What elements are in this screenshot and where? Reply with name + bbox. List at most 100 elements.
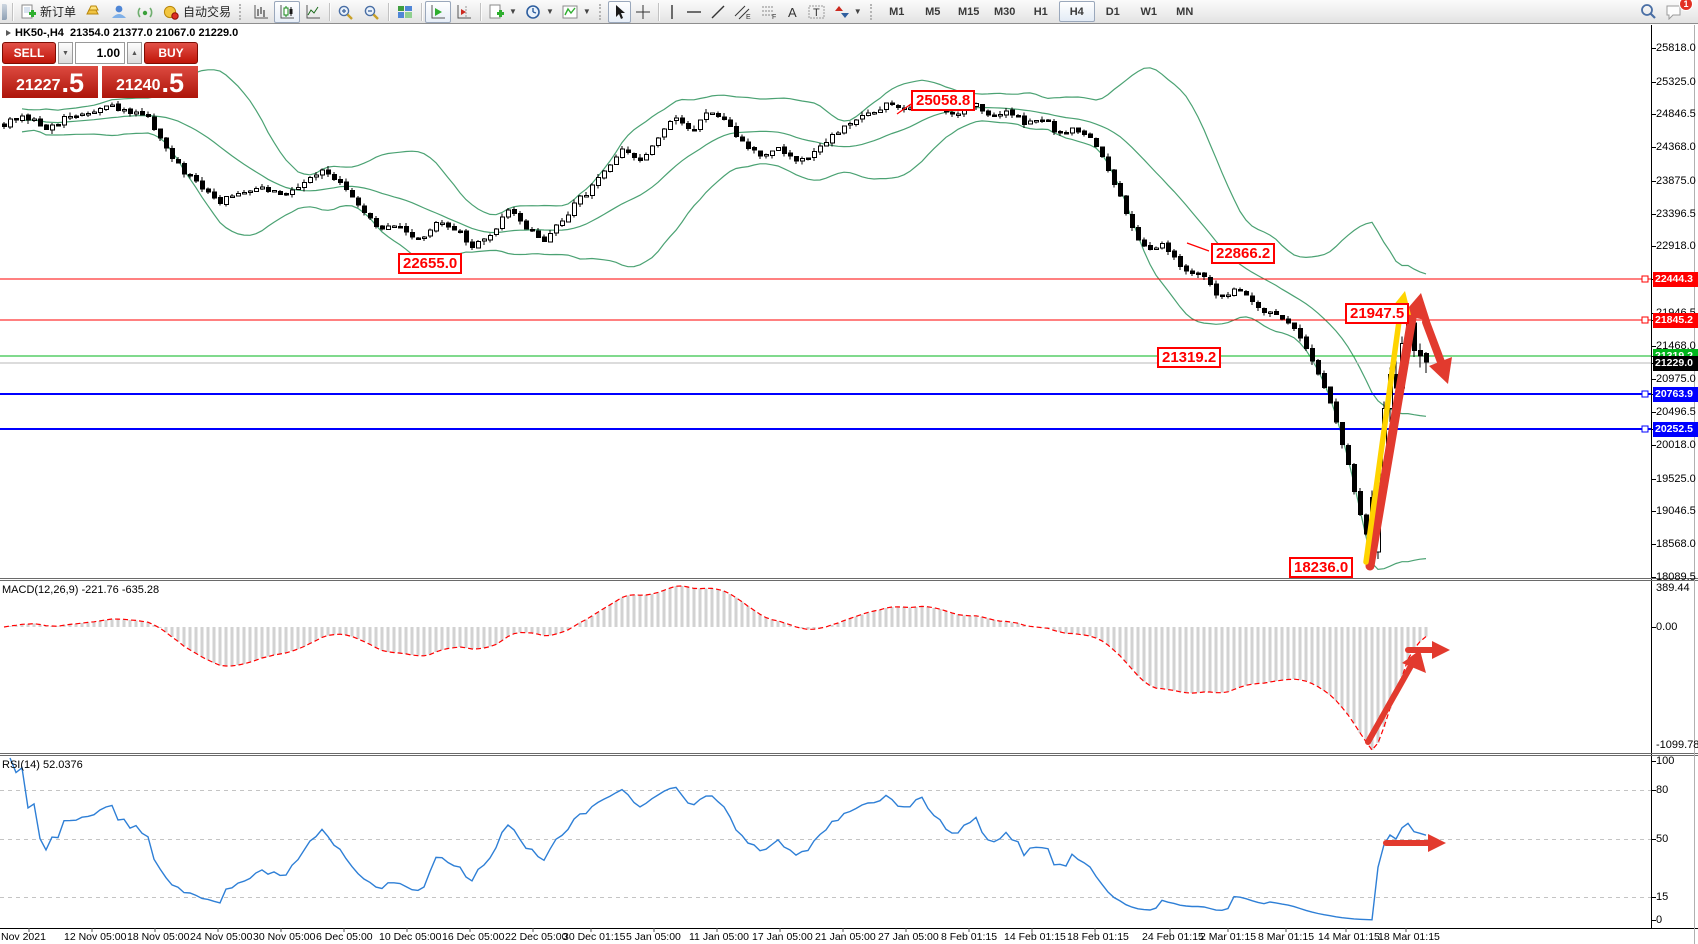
zoom-in-button[interactable] xyxy=(333,1,359,23)
auto-scroll-button[interactable] xyxy=(425,0,452,23)
new-order-button[interactable]: 新订单 xyxy=(16,1,80,23)
trend-arrows xyxy=(1363,291,1452,852)
timeframe-w1[interactable]: W1 xyxy=(1140,5,1157,18)
text-button[interactable]: A xyxy=(782,1,804,23)
buy-price-display[interactable]: 21240 .5 xyxy=(102,66,198,98)
sell-price-display[interactable]: 21227 .5 xyxy=(2,66,98,98)
time-tick: 16 Dec 05:00 xyxy=(442,931,505,943)
zoom-in-icon xyxy=(338,5,353,20)
rsi-tick: 15 xyxy=(1656,891,1669,903)
price-tick: 19046.5 xyxy=(1656,505,1696,517)
chat-button[interactable]: 1 xyxy=(1661,0,1693,23)
price-tick: 23396.5 xyxy=(1656,208,1696,220)
auto-trading-button[interactable]: 自动交易 xyxy=(158,1,235,23)
macd-tick: 389.44 xyxy=(1656,582,1690,594)
time-tick: 8 Feb 01:15 xyxy=(941,931,998,943)
price-tick: 22918.0 xyxy=(1656,240,1696,252)
new-order-icon xyxy=(21,4,36,18)
volume-input[interactable]: 1.00 xyxy=(75,42,125,64)
trendline-button[interactable] xyxy=(706,1,730,23)
price-tick: 24368.0 xyxy=(1656,141,1696,153)
search-button[interactable] xyxy=(1635,1,1661,23)
rsi-label: RSI(14) 52.0376 xyxy=(2,759,83,771)
time-tick: 6 Dec 05:00 xyxy=(316,931,373,943)
equidistant-channel-button[interactable]: E xyxy=(730,1,756,23)
price-annotation: 21319.2 xyxy=(1157,347,1222,368)
rsi-tick: 0 xyxy=(1656,914,1663,926)
timeframe-m15[interactable]: M15 xyxy=(958,5,980,18)
price-tag: 21845.2 xyxy=(1653,313,1698,328)
time-tick: 22 Dec 05:00 xyxy=(505,931,568,943)
cursor-button[interactable] xyxy=(607,0,631,23)
volume-up-button[interactable]: ▲ xyxy=(127,42,142,64)
price-tick: 20018.0 xyxy=(1656,439,1696,451)
auto-trading-icon xyxy=(163,5,179,20)
time-tick: 5 Jan 05:00 xyxy=(626,931,681,943)
auto-trading-label: 自动交易 xyxy=(183,5,232,19)
chart-shift-button[interactable] xyxy=(451,1,477,23)
volume-down-button[interactable]: ▼ xyxy=(58,42,73,64)
zoom-out-icon xyxy=(364,5,379,20)
sell-button[interactable]: SELL xyxy=(2,42,56,64)
indicators-button[interactable]: ▼ xyxy=(558,1,595,23)
svg-text:A: A xyxy=(788,5,797,20)
price-tick: 20975.0 xyxy=(1656,373,1696,385)
signal-button[interactable] xyxy=(132,1,158,23)
price-annotation: 25058.8 xyxy=(911,90,976,111)
buy-button[interactable]: BUY xyxy=(144,42,198,64)
equidistant-channel-icon: E xyxy=(734,5,751,20)
svg-text:F: F xyxy=(772,14,776,20)
timeframe-m30[interactable]: M30 xyxy=(994,5,1016,18)
time-tick: 11 Jan 05:00 xyxy=(689,931,749,943)
tile-windows-button[interactable] xyxy=(392,1,418,23)
fibonacci-button[interactable]: F xyxy=(756,1,782,23)
arrows-button[interactable]: ▼ xyxy=(830,1,866,23)
vertical-line-button[interactable] xyxy=(662,1,682,23)
bar-chart-icon xyxy=(254,4,269,18)
new-chart-button[interactable]: ▼ xyxy=(484,1,521,23)
vertical-line-icon xyxy=(671,4,673,19)
macd-tick: 0.00 xyxy=(1656,621,1678,633)
bar-chart-button[interactable] xyxy=(248,1,274,23)
notification-badge: 1 xyxy=(1679,0,1693,11)
main-toolbar: 新订单 自动交易 ▼ ▼ ▼ xyxy=(0,0,1698,24)
timeframe-h4[interactable]: H4 xyxy=(1058,1,1095,22)
timeframe-bar: M1 M5 M15 M30 H1 H4 D1 W1 MN xyxy=(879,1,1203,22)
price-tag: 20763.9 xyxy=(1653,387,1698,402)
price-tick: 25818.0 xyxy=(1656,42,1696,54)
zoom-out-button[interactable] xyxy=(359,1,385,23)
time-tick: 14 Mar 01:15 xyxy=(1318,931,1380,943)
text-label-button[interactable]: T xyxy=(804,1,830,23)
price-tick: 18089.5 xyxy=(1656,571,1696,583)
timeframe-d1[interactable]: D1 xyxy=(1105,5,1120,18)
community-button[interactable] xyxy=(106,1,132,23)
gold-ingot-button[interactable] xyxy=(80,1,106,23)
price-tick: 25325.0 xyxy=(1656,76,1696,88)
crosshair-button[interactable] xyxy=(631,1,655,23)
trendline-icon xyxy=(711,5,725,18)
symbol-icon xyxy=(6,30,11,36)
price-annotation: 22655.0 xyxy=(398,253,463,274)
time-tick: 18 Feb 01:15 xyxy=(1067,931,1129,943)
price-tag: 20252.5 xyxy=(1653,422,1698,437)
text-icon: A xyxy=(788,5,797,20)
timeframe-mn[interactable]: MN xyxy=(1176,5,1194,18)
timeframe-h1[interactable]: H1 xyxy=(1033,5,1048,18)
timeframe-m5[interactable]: M5 xyxy=(925,5,941,18)
candlestick-chart-button[interactable] xyxy=(274,0,301,23)
horizontal-line-button[interactable] xyxy=(682,1,706,23)
indicators-icon xyxy=(562,5,578,18)
gold-ingot-icon xyxy=(86,5,99,14)
macd-label: MACD(12,26,9) -221.76 -635.28 xyxy=(2,584,160,596)
period-button[interactable]: ▼ xyxy=(521,1,558,23)
time-tick: 8 Mar 01:15 xyxy=(1258,931,1315,943)
timeframe-m1[interactable]: M1 xyxy=(889,5,905,18)
period-icon xyxy=(526,4,540,19)
horizontal-line-icon xyxy=(686,10,701,13)
price-tick: 18568.0 xyxy=(1656,538,1696,550)
line-chart-button[interactable] xyxy=(300,1,326,23)
time-tick: 24 Nov 05:00 xyxy=(190,931,253,943)
time-tick: 10 Dec 05:00 xyxy=(379,931,442,943)
price-tick: 23875.0 xyxy=(1656,175,1696,187)
